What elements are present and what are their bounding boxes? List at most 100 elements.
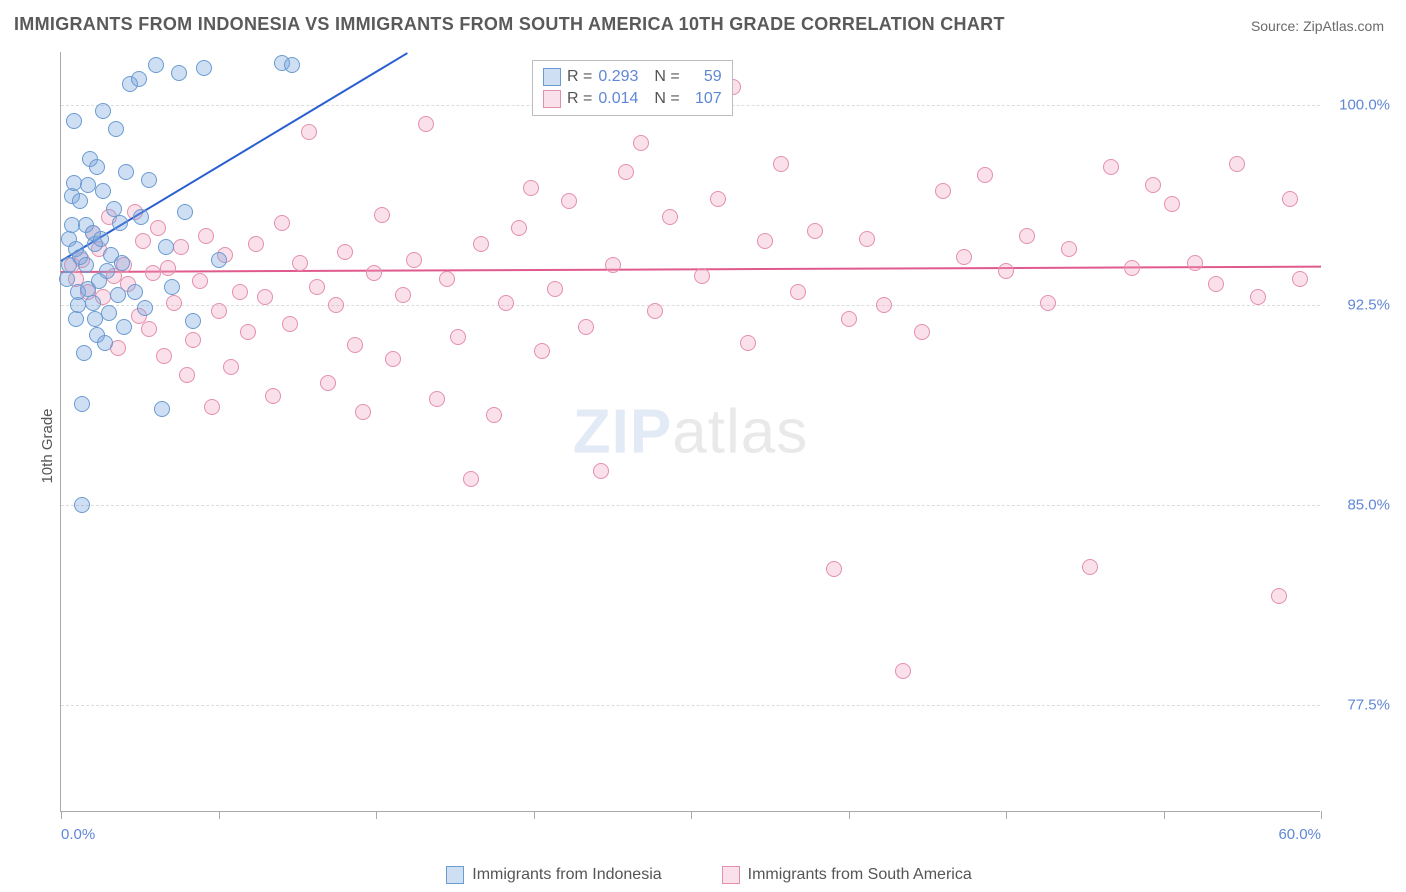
data-point bbox=[196, 60, 212, 76]
x-tick bbox=[1321, 811, 1322, 819]
data-point bbox=[87, 311, 103, 327]
data-point bbox=[740, 335, 756, 351]
data-point bbox=[127, 284, 143, 300]
data-point bbox=[80, 177, 96, 193]
data-point bbox=[633, 135, 649, 151]
data-point bbox=[99, 263, 115, 279]
data-point bbox=[876, 297, 892, 313]
data-point bbox=[977, 167, 993, 183]
x-tick bbox=[849, 811, 850, 819]
data-point bbox=[429, 391, 445, 407]
data-point bbox=[135, 233, 151, 249]
legend-value: 0.014 bbox=[598, 88, 648, 110]
data-point bbox=[498, 295, 514, 311]
data-point bbox=[145, 265, 161, 281]
data-point bbox=[347, 337, 363, 353]
x-tick bbox=[219, 811, 220, 819]
data-point bbox=[841, 311, 857, 327]
data-point bbox=[118, 164, 134, 180]
data-point bbox=[790, 284, 806, 300]
swatch-icon bbox=[543, 68, 561, 86]
data-point bbox=[605, 257, 621, 273]
data-point bbox=[757, 233, 773, 249]
data-point bbox=[95, 103, 111, 119]
data-point bbox=[240, 324, 256, 340]
data-point bbox=[112, 215, 128, 231]
plot-area: ZIPatlas 77.5%85.0%92.5%100.0%0.0%60.0% bbox=[60, 52, 1320, 812]
data-point bbox=[148, 57, 164, 73]
source-attribution: Source: ZipAtlas.com bbox=[1251, 18, 1384, 34]
data-point bbox=[192, 273, 208, 289]
data-point bbox=[1082, 559, 1098, 575]
legend-value: 59 bbox=[686, 66, 722, 88]
data-point bbox=[523, 180, 539, 196]
data-point bbox=[116, 319, 132, 335]
legend-row: R =0.014N =107 bbox=[543, 88, 722, 110]
data-point bbox=[547, 281, 563, 297]
data-point bbox=[108, 121, 124, 137]
data-point bbox=[439, 271, 455, 287]
data-point bbox=[859, 231, 875, 247]
y-tick-label: 85.0% bbox=[1330, 497, 1390, 514]
data-point bbox=[78, 257, 94, 273]
trend-line-indonesia bbox=[60, 52, 408, 262]
x-tick-label: 60.0% bbox=[1278, 826, 1321, 843]
data-point bbox=[418, 116, 434, 132]
legend-item-indonesia: Immigrants from Indonesia bbox=[446, 866, 661, 884]
gridline bbox=[61, 705, 1320, 706]
data-point bbox=[1164, 196, 1180, 212]
data-point bbox=[710, 191, 726, 207]
data-point bbox=[114, 255, 130, 271]
data-point bbox=[131, 71, 147, 87]
watermark: ZIPatlas bbox=[573, 396, 808, 467]
data-point bbox=[998, 263, 1014, 279]
data-point bbox=[76, 345, 92, 361]
data-point bbox=[1271, 588, 1287, 604]
data-point bbox=[309, 279, 325, 295]
data-point bbox=[1124, 260, 1140, 276]
data-point bbox=[618, 164, 634, 180]
data-point bbox=[282, 316, 298, 332]
data-point bbox=[198, 228, 214, 244]
data-point bbox=[160, 260, 176, 276]
data-point bbox=[141, 172, 157, 188]
gridline bbox=[61, 505, 1320, 506]
gridline bbox=[61, 305, 1320, 306]
data-point bbox=[95, 183, 111, 199]
legend-value: 107 bbox=[686, 88, 722, 110]
swatch-indonesia-icon bbox=[446, 866, 464, 884]
data-point bbox=[807, 223, 823, 239]
data-point bbox=[166, 295, 182, 311]
data-point bbox=[72, 193, 88, 209]
data-point bbox=[185, 332, 201, 348]
data-point bbox=[826, 561, 842, 577]
legend-label-indonesia: Immigrants from Indonesia bbox=[472, 866, 661, 884]
data-point bbox=[1040, 295, 1056, 311]
data-point bbox=[137, 300, 153, 316]
chart-title: IMMIGRANTS FROM INDONESIA VS IMMIGRANTS … bbox=[14, 14, 1005, 35]
data-point bbox=[450, 329, 466, 345]
x-tick bbox=[1006, 811, 1007, 819]
data-point bbox=[694, 268, 710, 284]
data-point bbox=[158, 239, 174, 255]
data-point bbox=[473, 236, 489, 252]
data-point bbox=[110, 287, 126, 303]
data-point bbox=[1187, 255, 1203, 271]
data-point bbox=[337, 244, 353, 260]
y-tick-label: 100.0% bbox=[1330, 97, 1390, 114]
watermark-zip: ZIP bbox=[573, 397, 672, 466]
data-point bbox=[662, 209, 678, 225]
data-point bbox=[97, 335, 113, 351]
data-point bbox=[66, 175, 82, 191]
data-point bbox=[154, 401, 170, 417]
legend-key: R = bbox=[567, 66, 592, 88]
data-point bbox=[593, 463, 609, 479]
x-tick bbox=[61, 811, 62, 819]
data-point bbox=[185, 313, 201, 329]
data-point bbox=[274, 215, 290, 231]
data-point bbox=[211, 303, 227, 319]
data-point bbox=[773, 156, 789, 172]
data-point bbox=[179, 367, 195, 383]
data-point bbox=[1103, 159, 1119, 175]
data-point bbox=[223, 359, 239, 375]
